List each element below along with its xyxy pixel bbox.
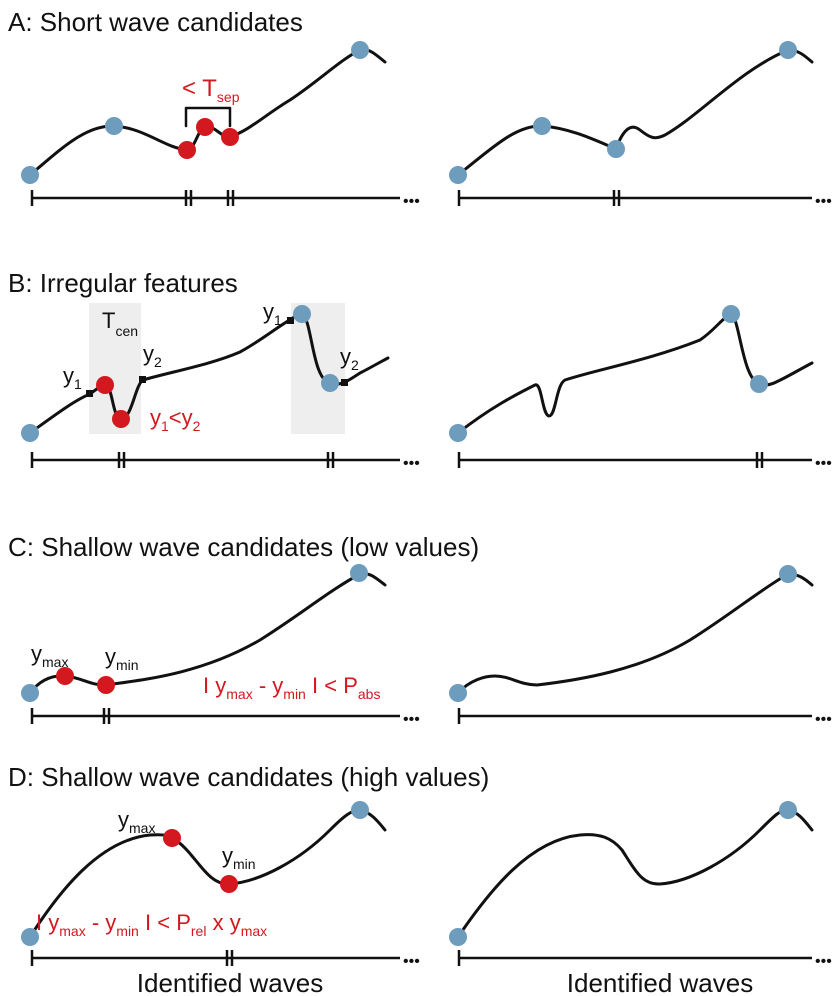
panel-b-y2-marker bbox=[139, 376, 146, 383]
panel-b-y1-label: y1 bbox=[263, 299, 282, 328]
panel-c-condition: I ymax - ymin I < Pabs bbox=[203, 673, 380, 702]
panel-a-candidate-marker bbox=[178, 141, 196, 159]
ellipsis: ••• bbox=[815, 455, 832, 472]
panel-a-left-curve bbox=[28, 48, 387, 177]
panel-b-left-peak-marker bbox=[21, 424, 39, 442]
panel-b-left-peak-marker bbox=[293, 305, 311, 323]
panel-a-candidate-marker bbox=[221, 128, 239, 146]
panel-d-condition: I ymax - ymin I < Prel x ymax bbox=[36, 910, 267, 939]
panel-d-right-curve bbox=[456, 808, 814, 939]
panel-c-right-curve bbox=[456, 572, 814, 695]
panel-b-y2-marker bbox=[341, 379, 348, 386]
panel-d-candidate-marker bbox=[163, 829, 181, 847]
panel-b-right-peak-marker bbox=[750, 375, 768, 393]
panel-b-candidate-marker bbox=[112, 410, 130, 428]
panel-c-ymax-label: ymax bbox=[31, 641, 68, 670]
panel-c-right-axis bbox=[457, 708, 812, 724]
panel-d-title: D: Shallow wave candidates (high values) bbox=[8, 762, 489, 792]
panel-b-condition: y1<y2 bbox=[150, 405, 201, 434]
panel-a-left-peak-marker bbox=[21, 166, 39, 184]
panel-b-y1-label: y1 bbox=[63, 363, 82, 392]
panel-b-left-peak-marker bbox=[321, 374, 339, 392]
panel-b-right-peak-marker bbox=[722, 305, 740, 323]
panel-d-ymin-label: ymin bbox=[222, 843, 256, 872]
panel-c-left-peak-marker bbox=[350, 564, 368, 582]
panel-b-y2-label: y2 bbox=[340, 344, 359, 373]
panel-c-candidate-marker bbox=[56, 667, 74, 685]
panel-a-title: A: Short wave candidates bbox=[8, 7, 303, 37]
panel-d-left-peak-marker bbox=[21, 928, 39, 946]
panel-a-left-peak-marker bbox=[105, 117, 123, 135]
panel-d-right-peak-marker bbox=[449, 928, 467, 946]
panel-b-left-axis bbox=[30, 452, 400, 468]
panel-c-right-peak-marker bbox=[449, 684, 467, 702]
panel-b-right-peak-marker bbox=[449, 424, 467, 442]
panel-b-tcen-label: Tcen bbox=[102, 308, 138, 339]
panel-a-candidate-marker bbox=[196, 118, 214, 136]
panel-a-left-peak-marker bbox=[351, 41, 369, 59]
panel-d-left-peak-marker bbox=[351, 801, 369, 819]
ellipsis: ••• bbox=[403, 953, 420, 970]
panel-a-right-peak-marker bbox=[779, 41, 797, 59]
panel-b-title: B: Irregular features bbox=[8, 268, 238, 298]
panel-a-bracket bbox=[184, 106, 232, 128]
panel-a-right-peak-marker bbox=[449, 166, 467, 184]
panel-d-right-peak-marker bbox=[779, 801, 797, 819]
panel-c-candidate-marker bbox=[97, 676, 115, 694]
panel-a-right-curve bbox=[456, 48, 814, 177]
panel-b-candidate-marker bbox=[96, 376, 114, 394]
panel-d-left-axis bbox=[30, 950, 400, 966]
panel-d-ymax-label: ymax bbox=[118, 807, 155, 836]
panel-b-y2-label: y2 bbox=[143, 341, 162, 370]
panel-a-right-peak-marker bbox=[607, 140, 625, 158]
panel-c-ymin-label: ymin bbox=[105, 644, 139, 673]
panel-b-right-axis bbox=[457, 452, 812, 468]
panel-b-y1-marker bbox=[86, 390, 93, 397]
panel-a-left-axis bbox=[30, 190, 400, 206]
ellipsis: ••• bbox=[403, 193, 420, 210]
ellipsis: ••• bbox=[815, 193, 832, 210]
panel-d-right-axis bbox=[457, 950, 812, 966]
panel-c-title: C: Shallow wave candidates (low values) bbox=[8, 532, 479, 562]
panel-c-left-peak-marker bbox=[21, 684, 39, 702]
ellipsis: ••• bbox=[403, 455, 420, 472]
footer-left-label: Identified waves bbox=[137, 968, 323, 996]
footer-right-label: Identified waves bbox=[567, 968, 753, 996]
panel-a-right-axis bbox=[457, 190, 812, 206]
panel-c-left-axis bbox=[30, 708, 400, 724]
ellipsis: ••• bbox=[815, 711, 832, 728]
panel-a-tsep-label: < Tsep bbox=[182, 75, 240, 105]
panel-c-right-peak-marker bbox=[779, 565, 797, 583]
panel-b-y1-marker bbox=[287, 317, 294, 324]
ellipsis: ••• bbox=[815, 953, 832, 970]
ellipsis: ••• bbox=[403, 711, 420, 728]
panel-a-right-peak-marker bbox=[533, 117, 551, 135]
panel-b-right-curve bbox=[456, 312, 814, 435]
panel-d-candidate-marker bbox=[220, 875, 238, 893]
